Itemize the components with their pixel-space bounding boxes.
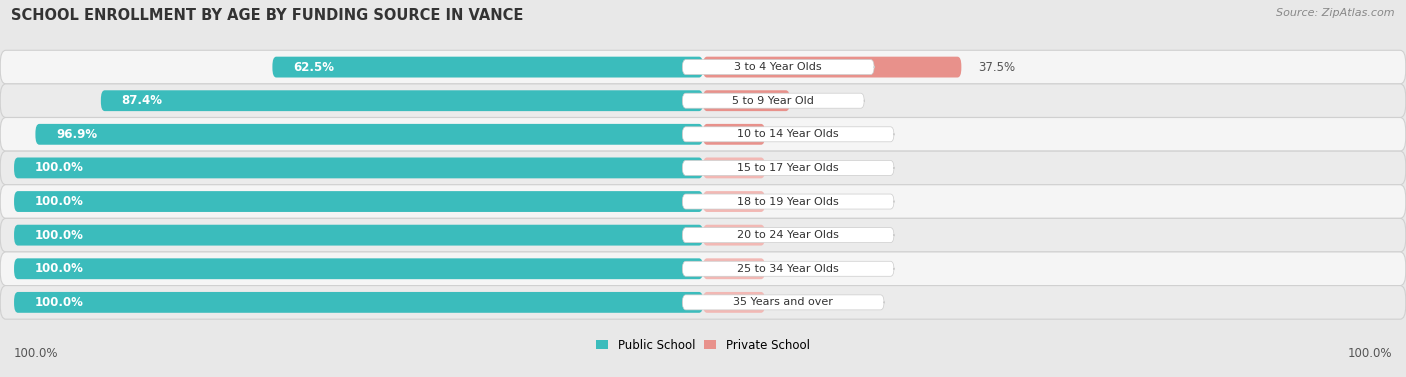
- FancyBboxPatch shape: [682, 194, 894, 209]
- Text: 100.0%: 100.0%: [1347, 346, 1392, 360]
- Text: 0.0%: 0.0%: [782, 161, 811, 175]
- FancyBboxPatch shape: [682, 295, 884, 310]
- Text: 96.9%: 96.9%: [56, 128, 97, 141]
- Text: 100.0%: 100.0%: [35, 262, 83, 275]
- Text: 3.1%: 3.1%: [782, 128, 811, 141]
- Text: 100.0%: 100.0%: [35, 195, 83, 208]
- Text: 87.4%: 87.4%: [121, 94, 163, 107]
- FancyBboxPatch shape: [14, 292, 703, 313]
- FancyBboxPatch shape: [0, 151, 1406, 185]
- Text: 0.0%: 0.0%: [782, 195, 811, 208]
- FancyBboxPatch shape: [682, 127, 894, 142]
- FancyBboxPatch shape: [703, 124, 765, 145]
- FancyBboxPatch shape: [14, 158, 703, 178]
- FancyBboxPatch shape: [703, 191, 765, 212]
- Text: 0.0%: 0.0%: [782, 296, 811, 309]
- Text: 5 to 9 Year Old: 5 to 9 Year Old: [733, 96, 814, 106]
- Text: 12.6%: 12.6%: [807, 94, 844, 107]
- FancyBboxPatch shape: [0, 285, 1406, 319]
- Text: 100.0%: 100.0%: [35, 161, 83, 175]
- FancyBboxPatch shape: [682, 60, 875, 75]
- FancyBboxPatch shape: [0, 218, 1406, 252]
- FancyBboxPatch shape: [0, 252, 1406, 285]
- Text: 0.0%: 0.0%: [782, 228, 811, 242]
- Text: 37.5%: 37.5%: [979, 61, 1015, 74]
- Text: 20 to 24 Year Olds: 20 to 24 Year Olds: [737, 230, 839, 240]
- Text: 100.0%: 100.0%: [14, 346, 59, 360]
- FancyBboxPatch shape: [273, 57, 703, 78]
- Text: 3 to 4 Year Olds: 3 to 4 Year Olds: [734, 62, 823, 72]
- FancyBboxPatch shape: [682, 161, 894, 175]
- Text: 18 to 19 Year Olds: 18 to 19 Year Olds: [737, 196, 839, 207]
- FancyBboxPatch shape: [703, 158, 765, 178]
- FancyBboxPatch shape: [682, 228, 894, 243]
- FancyBboxPatch shape: [14, 191, 703, 212]
- FancyBboxPatch shape: [703, 225, 765, 245]
- FancyBboxPatch shape: [14, 258, 703, 279]
- FancyBboxPatch shape: [682, 93, 865, 108]
- Legend: Public School, Private School: Public School, Private School: [596, 339, 810, 352]
- FancyBboxPatch shape: [703, 292, 765, 313]
- FancyBboxPatch shape: [703, 258, 765, 279]
- FancyBboxPatch shape: [0, 50, 1406, 84]
- Text: 0.0%: 0.0%: [782, 262, 811, 275]
- Text: 25 to 34 Year Olds: 25 to 34 Year Olds: [737, 264, 839, 274]
- Text: 10 to 14 Year Olds: 10 to 14 Year Olds: [737, 129, 839, 139]
- FancyBboxPatch shape: [682, 261, 894, 276]
- Text: 15 to 17 Year Olds: 15 to 17 Year Olds: [737, 163, 839, 173]
- Text: SCHOOL ENROLLMENT BY AGE BY FUNDING SOURCE IN VANCE: SCHOOL ENROLLMENT BY AGE BY FUNDING SOUR…: [11, 8, 523, 23]
- FancyBboxPatch shape: [0, 118, 1406, 151]
- Text: 100.0%: 100.0%: [35, 296, 83, 309]
- FancyBboxPatch shape: [14, 225, 703, 245]
- FancyBboxPatch shape: [0, 185, 1406, 218]
- FancyBboxPatch shape: [703, 57, 962, 78]
- Text: Source: ZipAtlas.com: Source: ZipAtlas.com: [1277, 8, 1395, 18]
- FancyBboxPatch shape: [0, 84, 1406, 118]
- FancyBboxPatch shape: [703, 90, 790, 111]
- FancyBboxPatch shape: [35, 124, 703, 145]
- FancyBboxPatch shape: [101, 90, 703, 111]
- Text: 100.0%: 100.0%: [35, 228, 83, 242]
- Text: 35 Years and over: 35 Years and over: [734, 297, 834, 307]
- Text: 62.5%: 62.5%: [292, 61, 335, 74]
